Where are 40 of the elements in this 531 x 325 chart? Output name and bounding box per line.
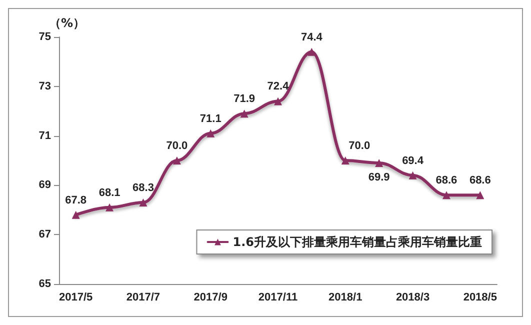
x-tick-label: 2017/5 (59, 292, 93, 304)
x-tick-label: 2018/5 (463, 292, 497, 304)
data-label: 69.9 (368, 171, 390, 184)
y-axis-title: （%） (49, 16, 86, 30)
point (408, 171, 417, 180)
point (240, 110, 248, 118)
data-label: 70.0 (348, 140, 370, 152)
y-tick-label: 75 (38, 31, 51, 43)
x-tick-label: 2018/3 (396, 292, 430, 304)
data-label: 68.6 (436, 174, 458, 187)
data-label: 69.4 (402, 154, 424, 167)
point (72, 210, 80, 219)
data-label: 72.4 (267, 80, 290, 93)
point (172, 156, 181, 164)
x-tick-label: 2017/9 (194, 292, 228, 304)
data-label: 74.4 (300, 31, 324, 44)
data-label: 67.8 (65, 194, 87, 206)
data-label: 68.6 (469, 174, 491, 187)
data-label: 71.1 (200, 112, 222, 125)
y-tick-label: 73 (38, 80, 51, 92)
point (442, 191, 450, 200)
y-tick-label: 69 (38, 179, 51, 192)
y-tick-label: 65 (38, 278, 51, 290)
y-tick-label: 67 (38, 228, 51, 241)
y-tick-label: 71 (38, 130, 51, 142)
x-tick-label: 2018/1 (328, 292, 362, 304)
point (206, 129, 215, 138)
x-tick-label: 2017/7 (126, 292, 160, 304)
data-label: 68.1 (98, 186, 120, 199)
data-label: 71.9 (234, 93, 256, 106)
x-tick-label: 2017/11 (258, 292, 298, 304)
point (106, 203, 114, 212)
point (139, 198, 148, 206)
point (274, 97, 282, 106)
point (476, 191, 484, 200)
point (375, 158, 384, 167)
data-label: 68.3 (132, 182, 154, 194)
point (341, 156, 350, 164)
legend-label: 1.6升及以下排量乘用车销量占乘用车销量比重 (232, 235, 482, 249)
data-label: 70.0 (166, 140, 188, 152)
